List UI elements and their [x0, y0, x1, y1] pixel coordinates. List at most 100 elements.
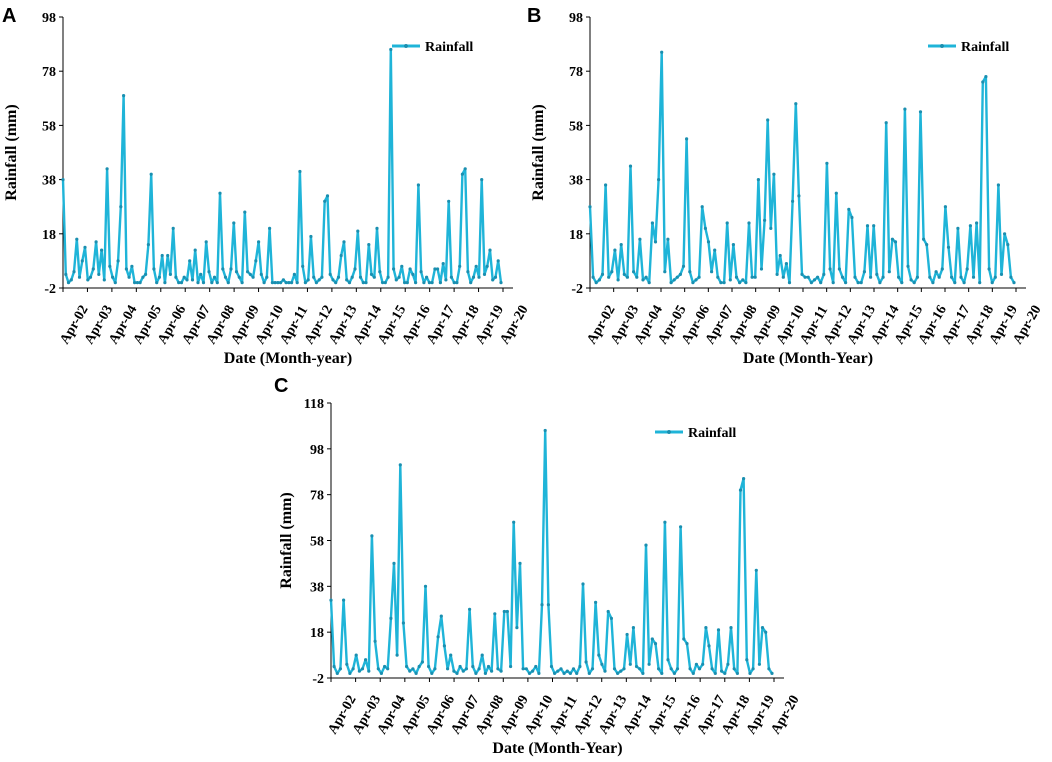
data-point	[625, 275, 630, 279]
data-point	[716, 275, 720, 279]
data-point	[86, 278, 90, 282]
data-point	[72, 270, 76, 274]
data-point	[753, 275, 757, 279]
data-point	[903, 107, 907, 111]
data-point	[856, 281, 860, 285]
data-point	[449, 653, 453, 657]
data-point	[619, 243, 623, 247]
data-point	[364, 281, 368, 285]
data-point	[491, 278, 495, 282]
data-point	[869, 275, 873, 279]
y-tick-label: 38	[310, 580, 324, 595]
legend-marker	[667, 430, 671, 434]
data-point	[405, 664, 409, 669]
x-axis-title: Date (Month-year)	[224, 350, 352, 367]
data-point	[616, 671, 620, 676]
data-point	[825, 161, 829, 165]
data-point	[331, 278, 335, 282]
data-point	[361, 281, 365, 285]
data-point	[937, 275, 941, 279]
data-point	[638, 667, 642, 671]
data-point	[828, 267, 832, 271]
data-point	[234, 270, 239, 274]
data-point	[775, 272, 779, 276]
data-point	[584, 660, 588, 664]
data-point	[116, 259, 120, 263]
data-point	[212, 275, 217, 279]
data-point	[185, 278, 189, 282]
data-point	[223, 275, 228, 279]
data-point	[383, 281, 387, 285]
data-point	[619, 669, 623, 673]
data-point	[485, 264, 489, 268]
data-point	[372, 275, 376, 279]
data-point	[135, 281, 139, 285]
data-point	[742, 477, 746, 481]
data-point	[419, 270, 423, 274]
data-point	[784, 262, 789, 266]
data-point	[875, 272, 879, 276]
data-point	[859, 281, 863, 285]
y-tick-label: 18	[569, 228, 583, 243]
data-point	[549, 664, 554, 669]
chart-panel-a: A-21838587898Apr-02Apr-03Apr-04Apr-05Apr…	[2, 5, 532, 367]
data-point	[347, 281, 352, 285]
data-point	[675, 667, 680, 671]
data-point	[455, 671, 459, 676]
data-point	[458, 664, 462, 669]
data-point	[215, 281, 219, 285]
data-point	[358, 275, 363, 279]
data-point	[350, 275, 354, 279]
data-point	[703, 226, 708, 230]
data-point	[113, 281, 117, 285]
data-point	[884, 121, 888, 125]
x-axis-title: Date (Month-Year)	[492, 740, 622, 757]
data-point	[600, 662, 604, 666]
data-point	[306, 278, 310, 282]
y-axis-title: Rainfall (mm)	[3, 104, 20, 200]
data-point	[996, 183, 1001, 187]
data-point	[317, 278, 321, 282]
data-point	[741, 278, 745, 282]
data-point	[416, 183, 420, 187]
data-point	[163, 281, 167, 285]
data-point	[75, 237, 79, 241]
data-point	[334, 281, 338, 285]
data-point	[953, 281, 957, 285]
data-point	[993, 275, 997, 279]
data-point	[766, 118, 770, 122]
data-point	[681, 264, 686, 268]
data-point	[133, 281, 137, 285]
x-axis-title: Date (Month-Year)	[743, 350, 873, 367]
data-point	[840, 275, 845, 279]
data-point	[760, 626, 765, 630]
data-point	[732, 667, 736, 671]
data-point	[373, 639, 377, 643]
data-point	[394, 278, 398, 282]
data-point	[725, 221, 729, 225]
data-point	[729, 626, 733, 630]
data-point	[452, 669, 456, 673]
data-point	[697, 275, 701, 279]
data-point	[273, 281, 277, 285]
data-point	[392, 561, 396, 566]
data-point	[152, 267, 156, 271]
data-point	[430, 281, 434, 285]
data-point	[298, 169, 302, 174]
data-point	[738, 281, 742, 285]
panel-letter: A	[2, 5, 16, 27]
data-point	[290, 281, 294, 285]
data-point	[946, 245, 951, 249]
data-point	[201, 281, 206, 285]
data-point	[408, 669, 412, 673]
data-point	[342, 598, 346, 602]
y-tick-label: 18	[310, 626, 324, 641]
data-point	[119, 205, 123, 209]
data-point	[713, 671, 717, 676]
data-point	[934, 270, 938, 274]
data-point	[251, 275, 255, 279]
data-point	[423, 584, 428, 588]
data-point	[369, 272, 374, 276]
data-point	[616, 278, 620, 282]
